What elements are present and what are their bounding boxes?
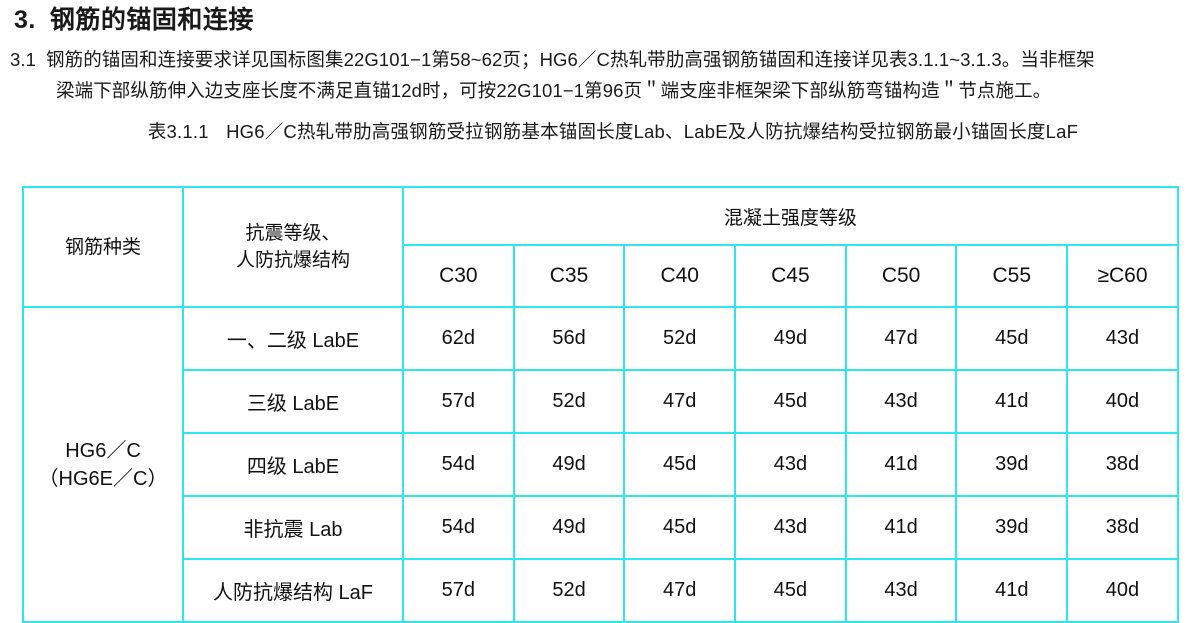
table-header: 钢筋种类 抗震等级、 人防抗爆结构 混凝土强度等级 C30 C35 C40 C4… <box>22 186 1179 308</box>
row-label: 一、二级 LabE <box>182 306 404 371</box>
table-row: HG6／C （HG6E／C） 一、二级 LabE 62d 56d 52d 49d… <box>22 306 1179 623</box>
cell-value: 43d <box>734 432 847 497</box>
section-title: 钢筋的锚固和连接 <box>49 6 254 34</box>
header-cell-concrete-grade-group: 混凝土强度等级 <box>402 186 1179 246</box>
cell-value: 40d <box>1066 369 1179 434</box>
cell-value: 38d <box>1066 495 1179 560</box>
cell-value: 54d <box>402 432 515 497</box>
cell-value: 52d <box>623 306 737 371</box>
header-cell-grade-c60: ≥C60 <box>1066 244 1179 308</box>
rebar-kind-line-1: HG6／C <box>65 439 141 462</box>
cell-value: 43d <box>844 369 958 434</box>
clause-paragraph: 3.1 钢筋的锚固和连接要求详见国标图集22G101−1第58~62页；HG6／… <box>0 44 1200 106</box>
table-row: 四级 LabE 54d 49d 45d 43d 41d 39d 38d <box>23 432 1179 497</box>
cell-value: 45d <box>734 558 847 623</box>
header-cell-rebar-kind: 钢筋种类 <box>22 186 184 308</box>
cell-value: 56d <box>512 306 626 371</box>
header-seismic-level-line-1: 抗震等级、 <box>245 223 341 244</box>
cell-value: 54d <box>402 495 515 560</box>
table-caption-text: HG6／C热轧带肋高强钢筋受拉钢筋基本锚固长度Lab、LabE及人防抗爆结构受拉… <box>226 120 1079 142</box>
header-seismic-level-line-2: 人防抗爆结构 <box>235 250 350 271</box>
header-cell-grade-c40: C40 <box>623 244 737 308</box>
cell-value: 43d <box>1066 306 1179 371</box>
cell-value: 43d <box>844 558 958 623</box>
header-cell-grade-c45: C45 <box>734 244 847 308</box>
header-cell-grade-c55: C55 <box>955 244 1069 308</box>
cell-value: 38d <box>1066 432 1179 497</box>
cell-value: 45d <box>734 369 847 434</box>
page-title: 3. 钢筋的锚固和连接 <box>0 0 1200 35</box>
cell-value: 45d <box>955 306 1069 371</box>
table-caption-number: 表3.1.1 <box>147 120 209 142</box>
cell-value: 41d <box>955 369 1069 434</box>
header-cell-grade-c50: C50 <box>844 244 958 308</box>
cell-value: 47d <box>844 306 958 371</box>
section-number: 3. <box>14 6 36 34</box>
table-row: 三级 LabE 57d 52d 47d 45d 43d 41d 40d <box>23 369 1179 434</box>
header-cell-grade-c30: C30 <box>402 244 515 308</box>
cell-value: 41d <box>844 432 958 497</box>
row-label: 人防抗爆结构 LaF <box>182 558 404 623</box>
cell-value: 45d <box>623 495 737 560</box>
rebar-kind-line-2: （HG6E／C） <box>38 467 168 490</box>
table-row: 人防抗爆结构 LaF 57d 52d 47d 45d 43d 41d 40d <box>23 558 1179 623</box>
table-row: 非抗震 Lab 54d 49d 45d 43d 41d 39d 38d <box>23 495 1179 560</box>
cell-value: 39d <box>955 495 1069 560</box>
clause-number: 3.1 <box>10 48 37 70</box>
cell-value: 52d <box>512 369 626 434</box>
cell-value: 49d <box>512 432 626 497</box>
cell-value: 47d <box>623 369 737 434</box>
table-caption: 表3.1.1 HG6／C热轧带肋高强钢筋受拉钢筋基本锚固长度Lab、LabE及人… <box>0 118 1200 144</box>
cell-value: 49d <box>512 495 626 560</box>
anchor-length-table-wrapper: 钢筋种类 抗震等级、 人防抗爆结构 混凝土强度等级 C30 C35 C40 C4… <box>22 186 1179 623</box>
clause-line-1-row: 3.1 钢筋的锚固和连接要求详见国标图集22G101−1第58~62页；HG6／… <box>10 44 1190 75</box>
row-label: 三级 LabE <box>182 369 404 434</box>
cell-value: 52d <box>512 558 626 623</box>
anchor-length-table: 钢筋种类 抗震等级、 人防抗爆结构 混凝土强度等级 C30 C35 C40 C4… <box>22 186 1179 623</box>
cell-value: 45d <box>623 432 737 497</box>
row-label: 四级 LabE <box>182 432 404 497</box>
cell-value: 57d <box>402 558 515 623</box>
cell-value: 62d <box>402 306 515 371</box>
table-header-row-top: 钢筋种类 抗震等级、 人防抗爆结构 混凝土强度等级 <box>22 186 1179 308</box>
cell-value: 43d <box>734 495 847 560</box>
table-header-row-grades: C30 C35 C40 C45 C50 C55 ≥C60 <box>23 244 1179 308</box>
header-cell-grade-c35: C35 <box>512 244 626 308</box>
cell-value: 49d <box>734 306 847 371</box>
cell-value: 41d <box>844 495 958 560</box>
cell-value: 40d <box>1066 558 1179 623</box>
header-cell-seismic-level: 抗震等级、 人防抗爆结构 <box>182 186 404 308</box>
cell-value: 47d <box>623 558 737 623</box>
row-label: 非抗震 Lab <box>182 495 404 560</box>
clause-text-line-1: 钢筋的锚固和连接要求详见国标图集22G101−1第58~62页；HG6／C热轧带… <box>46 48 1095 70</box>
cell-value: 57d <box>402 369 515 434</box>
cell-value: 39d <box>955 432 1069 497</box>
cell-rebar-kind: HG6／C （HG6E／C） <box>22 306 184 623</box>
clause-text-line-2: 梁端下部纵筋伸入边支座长度不满足直锚12d时，可按22G101−1第96页＂端支… <box>56 79 1052 101</box>
cell-value: 41d <box>955 558 1069 623</box>
table-body: HG6／C （HG6E／C） 一、二级 LabE 62d 56d 52d 49d… <box>22 306 1179 623</box>
